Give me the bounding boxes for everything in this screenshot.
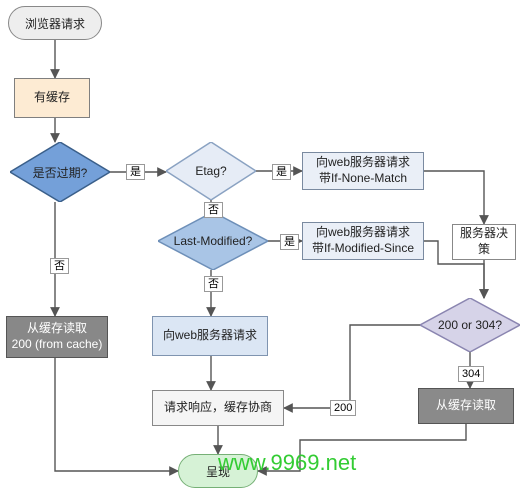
node-cache: 有缓存 bbox=[14, 78, 90, 118]
node-code: 200 or 304? bbox=[420, 298, 520, 352]
edge-label-lastmod_yes: 是 bbox=[280, 234, 299, 250]
node-policy: 服务器决策 bbox=[452, 224, 516, 260]
node-expired: 是否过期? bbox=[10, 142, 110, 202]
edge-label-code_304: 304 bbox=[458, 366, 484, 382]
node-from_cache2: 从缓存读取 bbox=[418, 388, 514, 424]
node-from_cache: 从缓存读取200 (from cache) bbox=[6, 316, 108, 358]
node-req_ims: 向web服务器请求带If-Modified-Since bbox=[302, 222, 424, 260]
node-req_plain: 向web服务器请求 bbox=[152, 316, 268, 356]
node-req_inm: 向web服务器请求带If-None-Match bbox=[302, 152, 424, 190]
edge-label-etag_no: 否 bbox=[204, 202, 223, 218]
edge-label-expired_yes: 是 bbox=[126, 164, 145, 180]
edge-label-expired_no: 否 bbox=[50, 258, 69, 274]
edge-label-code_200: 200 bbox=[330, 400, 356, 416]
edge-label-etag_yes: 是 bbox=[272, 164, 291, 180]
node-end: 呈现 bbox=[178, 454, 258, 488]
node-etag: Etag? bbox=[166, 142, 256, 200]
node-start: 浏览器请求 bbox=[8, 6, 102, 40]
edge-label-lastmod_no: 否 bbox=[204, 276, 223, 292]
node-lastmod: Last-Modified? bbox=[158, 212, 268, 270]
flowchart-canvas: 浏览器请求有缓存是否过期? Etag? 向web服务器请求带If-None-Matc… bbox=[0, 0, 525, 500]
node-negotiate: 请求响应，缓存协商 bbox=[152, 390, 284, 426]
